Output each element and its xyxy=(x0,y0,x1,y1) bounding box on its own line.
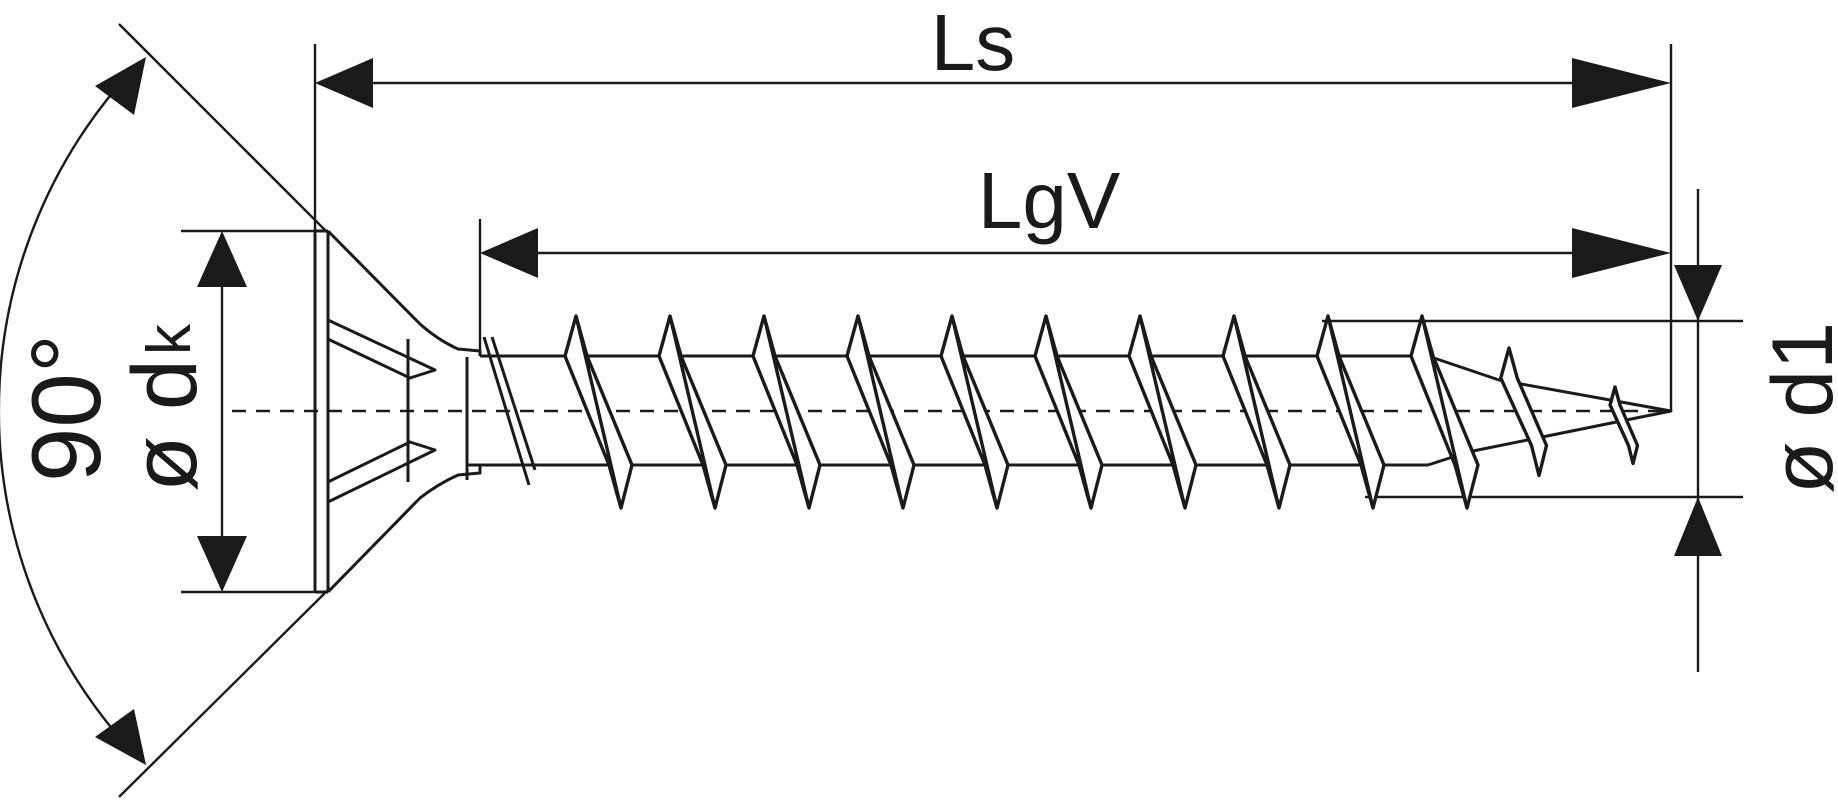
d1-arrow-down xyxy=(1674,265,1722,321)
ls-arrow-left xyxy=(315,58,373,108)
angle-line-lower xyxy=(118,587,331,798)
screw-head xyxy=(313,229,482,594)
thread-flight xyxy=(751,314,822,510)
thread-length-dimension: LgV xyxy=(478,156,1671,350)
lgv-arrow-right xyxy=(1572,228,1671,278)
angle-line-upper xyxy=(118,23,331,236)
thread-flight xyxy=(563,314,634,510)
thread-flight xyxy=(1127,314,1198,510)
lgv-arrow-left xyxy=(480,228,538,278)
angle-label: 90° xyxy=(11,334,121,482)
ls-arrow-right xyxy=(1572,58,1671,108)
tip-thread-flight xyxy=(1499,346,1549,478)
ls-label: Ls xyxy=(931,0,1016,87)
thread-flight xyxy=(1315,314,1386,510)
thread-flight xyxy=(1033,314,1104,510)
screw-shank xyxy=(467,314,1673,510)
recess-wing-top xyxy=(327,318,437,380)
thread-flight xyxy=(657,314,728,510)
angle-arc xyxy=(0,61,141,761)
head-contour-top xyxy=(326,229,482,356)
head-diameter-dimension: ø dk xyxy=(114,229,320,594)
recess-wing-bottom xyxy=(327,440,437,504)
dk-label: ø dk xyxy=(114,323,216,492)
thread-flight xyxy=(1409,314,1480,510)
dk-arrow-top xyxy=(197,231,247,287)
threads xyxy=(563,314,1640,510)
d1-label: ø d1 xyxy=(1755,322,1838,494)
lgv-label: LgV xyxy=(978,156,1121,245)
first-thread xyxy=(482,336,537,486)
d1-arrow-up xyxy=(1674,497,1722,556)
arc-arrow-bottom xyxy=(95,709,146,765)
head-angle-dimension: 90° xyxy=(0,23,331,798)
thread-diameter-dimension: ø d1 xyxy=(1322,189,1838,672)
thread-flight xyxy=(939,314,1010,510)
overall-length-dimension: Ls xyxy=(313,0,1673,411)
tip-thread-flight xyxy=(1608,385,1640,466)
head-contour-bottom xyxy=(326,465,482,594)
arc-arrow-top xyxy=(95,57,146,115)
dk-arrow-bottom xyxy=(197,536,247,592)
thread-flight xyxy=(1221,314,1292,510)
thread-flight xyxy=(845,314,916,510)
